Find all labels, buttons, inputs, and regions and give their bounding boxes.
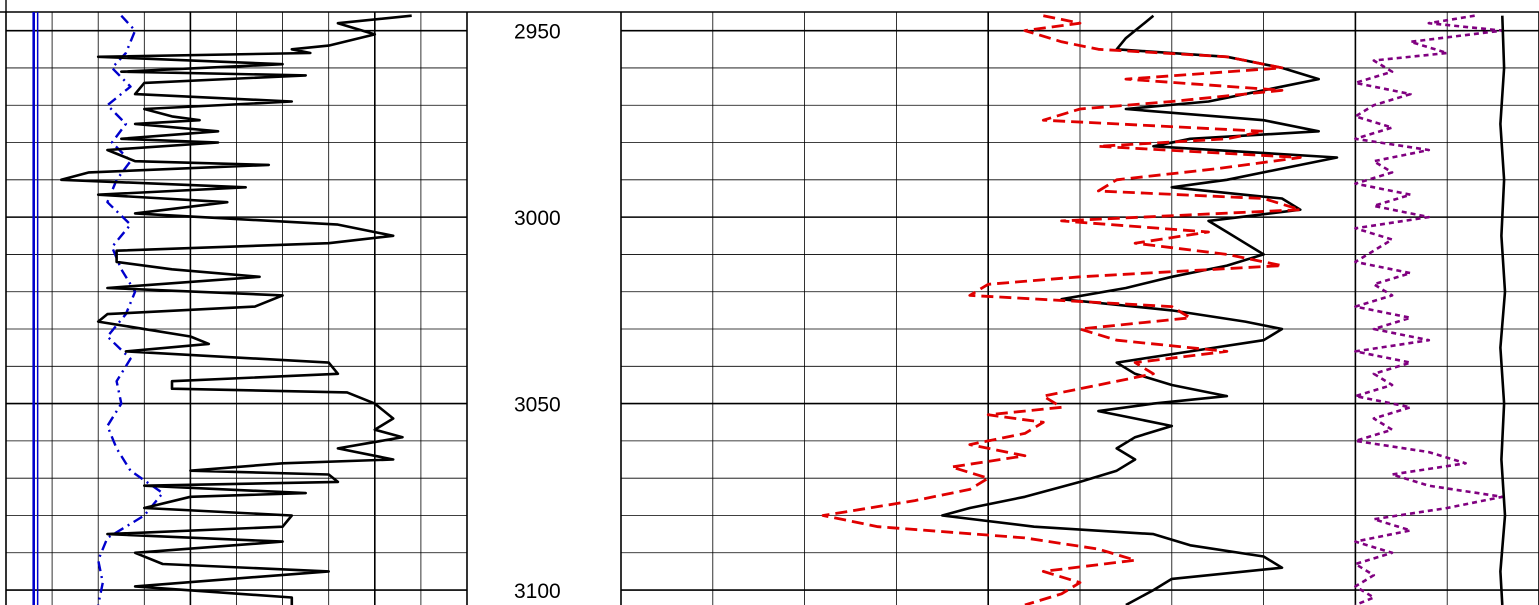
- depth-tick-label: 3000: [514, 207, 561, 230]
- curves: [32, 12, 1507, 605]
- track-2-curve-2: [1354, 14, 1504, 605]
- track-2-curve-3: [1499, 15, 1507, 605]
- depth-tick-label: 2950: [514, 21, 561, 44]
- depth-track: 2950 3000 3050 3100: [514, 21, 561, 603]
- track-2-curve-1: [821, 14, 1302, 605]
- depth-tick-label: 3100: [514, 580, 561, 603]
- track-1-curve-2: [60, 14, 412, 605]
- depth-tick-label: 3050: [514, 394, 561, 417]
- track-1-curve-1: [97, 14, 164, 605]
